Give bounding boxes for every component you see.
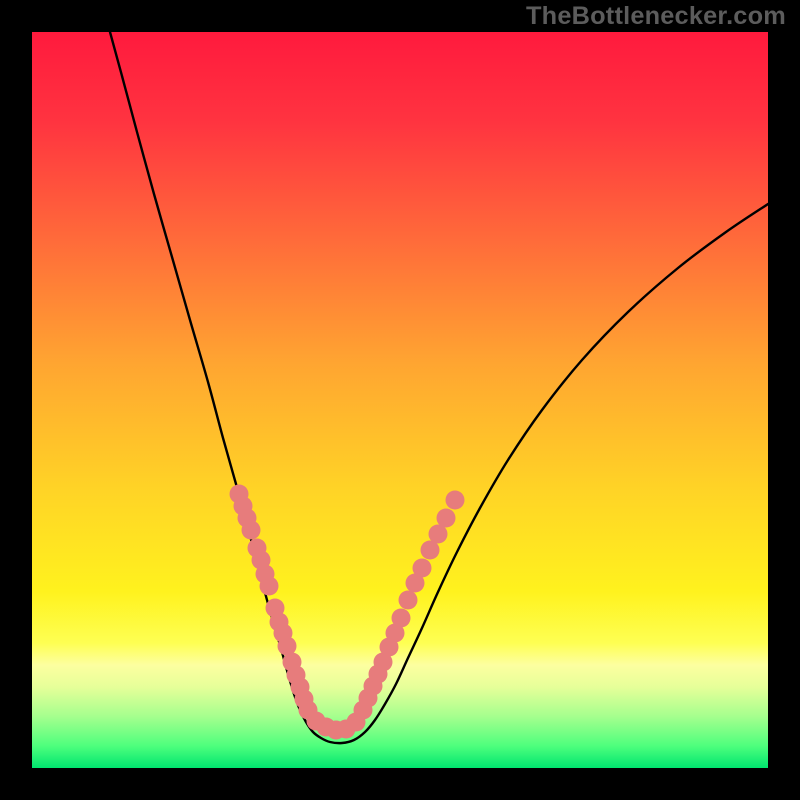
watermark-text: TheBottlenecker.com — [526, 2, 786, 31]
marker-right — [437, 509, 456, 528]
marker-right — [446, 491, 465, 510]
plot-area — [32, 32, 768, 768]
gradient-background — [32, 32, 768, 768]
marker-left — [242, 521, 261, 540]
plot-svg — [32, 32, 768, 768]
chart-frame: TheBottlenecker.com — [0, 0, 800, 800]
marker-right — [413, 559, 432, 578]
marker-right — [399, 591, 418, 610]
marker-left — [260, 577, 279, 596]
marker-right — [392, 609, 411, 628]
